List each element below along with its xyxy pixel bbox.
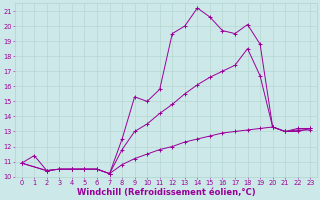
X-axis label: Windchill (Refroidissement éolien,°C): Windchill (Refroidissement éolien,°C) [77,188,255,197]
